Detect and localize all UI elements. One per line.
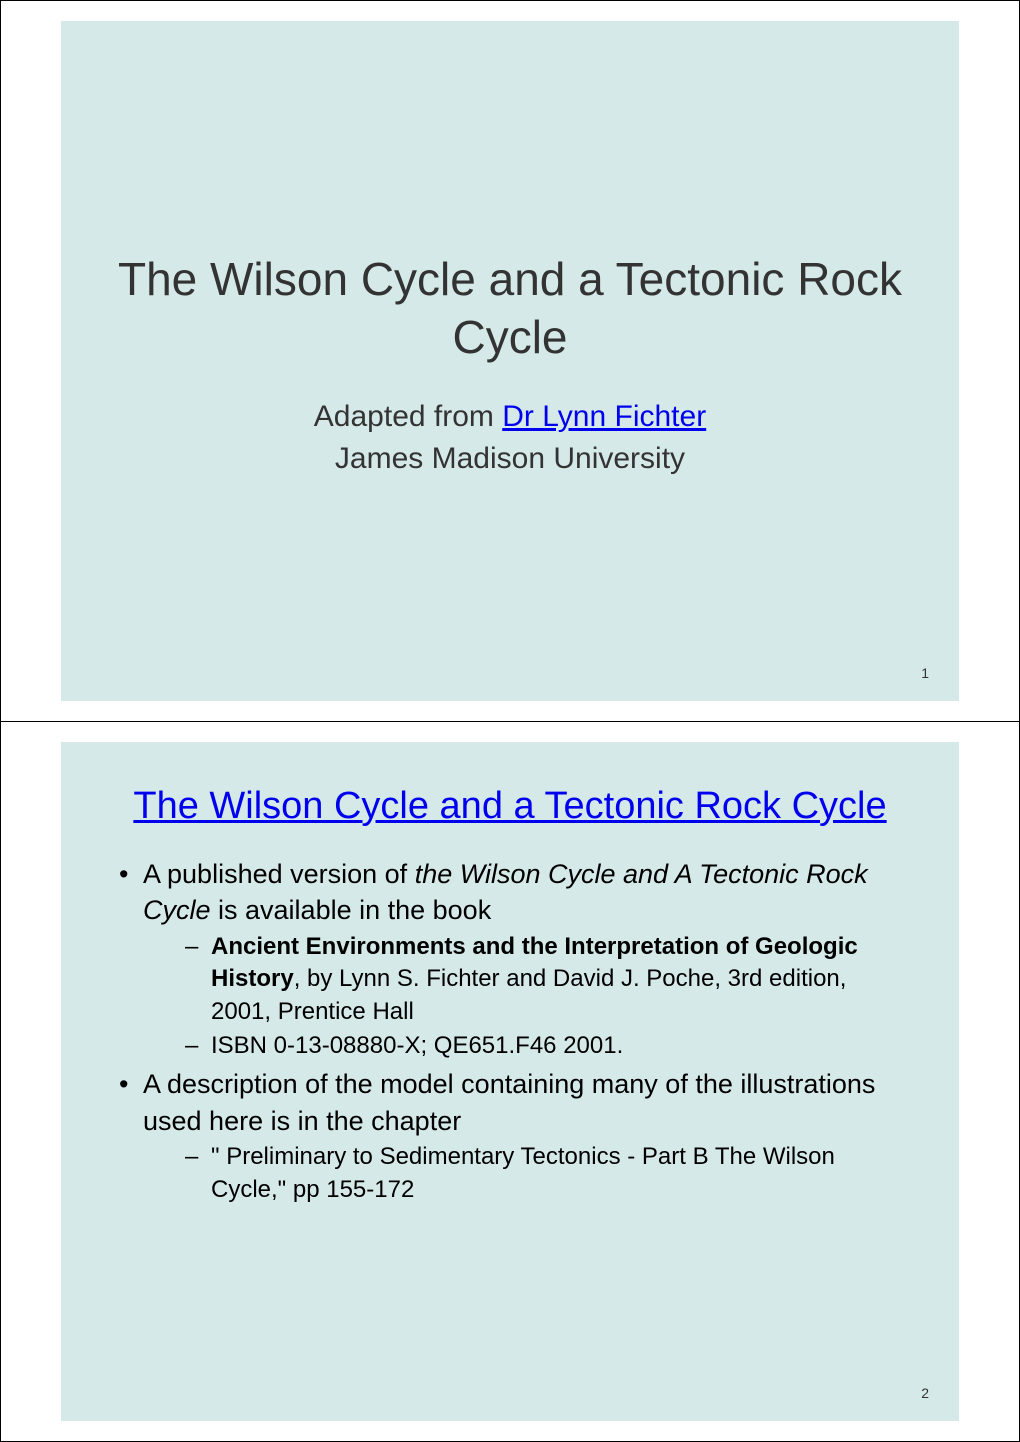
subtitle-line2: James Madison University [335, 442, 685, 475]
slide-1-wrapper: The Wilson Cycle and a Tectonic Rock Cyc… [1, 1, 1019, 722]
slide-2-title-text: The Wilson Cycle and a Tectonic Rock Cyc… [133, 785, 886, 827]
author-link[interactable]: Dr Lynn Fichter [502, 400, 706, 433]
bullet1-prefix: A published version of [143, 859, 415, 889]
sub-bullet-2a: " Preliminary to Sedimentary Tectonics -… [143, 1141, 909, 1206]
sub-bullet-1a: Ancient Environments and the Interpretat… [143, 931, 909, 1028]
slide-2-title[interactable]: The Wilson Cycle and a Tectonic Rock Cyc… [111, 782, 909, 831]
slide-1-subtitle: Adapted from Dr Lynn Fichter James Madis… [314, 396, 706, 480]
sub-bullet-1b: ISBN 0-13-08880-X; QE651.F46 2001. [143, 1030, 909, 1062]
sub-bullet-list-1: Ancient Environments and the Interpretat… [143, 931, 909, 1063]
bullet1-suffix: is available in the book [211, 895, 492, 925]
subtitle-prefix: Adapted from [314, 400, 502, 433]
bullet-list: A published version of the Wilson Cycle … [111, 856, 909, 1210]
bullet-item-1: A published version of the Wilson Cycle … [111, 856, 909, 1062]
bullet-item-2: A description of the model containing ma… [111, 1066, 909, 1206]
slide-2-wrapper: The Wilson Cycle and a Tectonic Rock Cyc… [1, 722, 1019, 1442]
page-number-1: 1 [921, 665, 929, 681]
slide-1-title: The Wilson Cycle and a Tectonic Rock Cyc… [111, 251, 909, 366]
bullet2-text: A description of the model containing ma… [143, 1069, 875, 1135]
slide-1: The Wilson Cycle and a Tectonic Rock Cyc… [61, 21, 959, 701]
slide-2: The Wilson Cycle and a Tectonic Rock Cyc… [61, 742, 959, 1422]
sub-bullet-list-2: " Preliminary to Sedimentary Tectonics -… [143, 1141, 909, 1206]
sub1a-rest: , by Lynn S. Fichter and David J. Poche,… [211, 965, 846, 1024]
page-container: The Wilson Cycle and a Tectonic Rock Cyc… [0, 0, 1020, 1442]
page-number-2: 2 [921, 1385, 929, 1401]
